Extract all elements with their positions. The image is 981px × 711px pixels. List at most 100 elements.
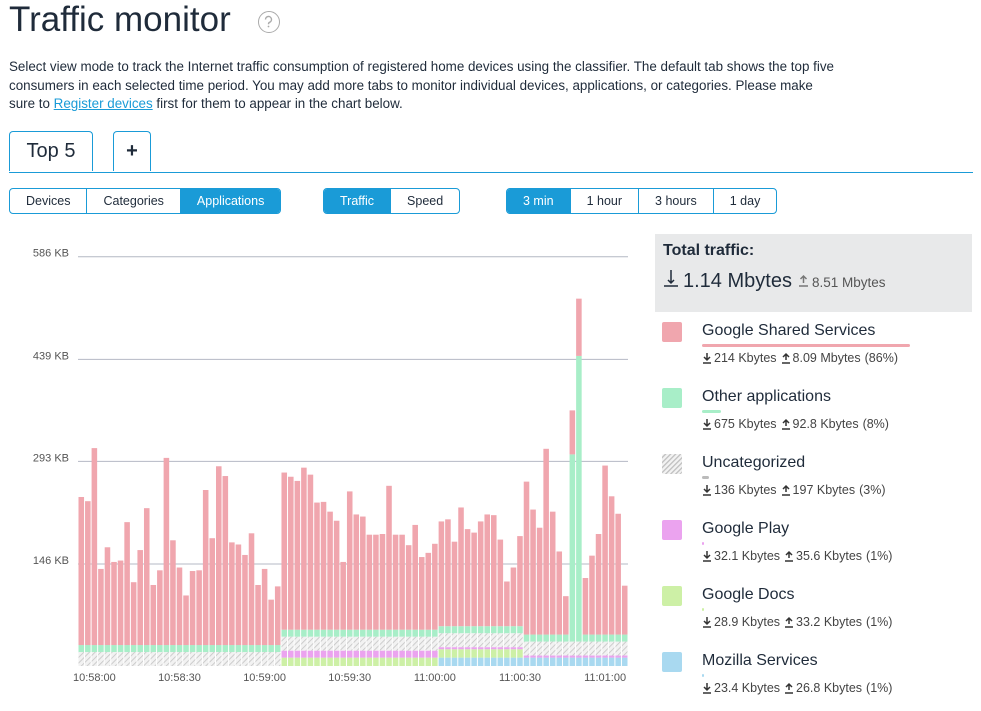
bar-segment [170,652,176,666]
bar-segment [170,540,176,646]
bar-segment [510,647,517,650]
bar-segment [98,652,104,666]
intro: Select view mode to track the Internet t… [9,58,839,114]
bar-segment [333,650,340,658]
bar-segment [248,652,255,666]
bar-segment [458,649,464,658]
toggle-button[interactable]: Traffic [324,189,391,213]
bar-segment [504,649,510,658]
y-tick-label: 586 KB [33,248,69,260]
share-bar [702,410,722,413]
arrow-icon [703,419,711,430]
arrow [785,682,794,694]
bar-segment [576,298,582,356]
tab[interactable]: Top 5 [9,131,93,171]
bar-segment [78,652,85,666]
bar-segment [163,652,170,666]
arrow-icon [664,270,678,287]
bar-segment [307,650,314,658]
bar-segment [451,657,458,666]
bar-segment [274,586,281,646]
bar-segment [458,633,464,648]
bar-segment [235,544,242,646]
toggle-button[interactable]: 1 day [712,189,777,213]
bar-segment [124,522,130,646]
bar-segment [386,629,392,637]
bar-segment [445,649,451,658]
bar-segment [621,634,628,642]
bar-segment [157,652,163,666]
down-value: 214 Kbytes [714,351,777,365]
arrow [703,353,711,364]
intro-text: Select view mode to track the Internet t… [9,59,834,111]
bar-segment [484,647,490,650]
bar-segment [451,647,458,650]
bar-segment [569,410,576,455]
bar-segment [255,645,261,653]
x-tick-label: 11:00:00 [414,672,456,684]
share-label: (1%) [866,681,893,695]
bar-segment [229,542,235,646]
total-up: 8.51 Mbytes [811,275,886,290]
bar-segment [392,629,399,637]
bar-segment [360,516,366,630]
total-title: Total traffic: [663,242,755,259]
bar-segment [589,555,595,635]
bar-segment [451,649,458,658]
share-label: (86%) [864,351,898,365]
view-mode-group: Devices Categories Applications [9,188,282,214]
bar-segment [477,647,484,650]
chart: 146 KB 293 KB 439 KB 586 KB 10:58:00 10:58:30… [33,248,628,684]
bar-segment [78,496,85,646]
bar-segment [91,652,98,666]
bar-segment [91,448,98,646]
toggle-button[interactable]: Devices [26,194,71,208]
bar-segment [216,466,222,646]
bar-segment [392,657,399,666]
bar-segment [143,508,150,646]
toggle-button[interactable]: Categories [86,189,179,213]
bar-segment [608,655,615,658]
bar-segment [104,547,111,646]
bar-segment [281,636,288,651]
bar-segment [491,515,497,627]
bar-segment [294,657,301,666]
intro-text: first for them to appear in the chart be… [152,96,403,111]
bar-segment [576,641,582,656]
bar-segment [196,645,202,653]
bar-segment [143,645,150,653]
page-title: Traffic monitor [9,0,231,39]
bar-segment [288,636,294,651]
bar-segment [471,649,477,658]
bar-segment [124,645,130,653]
bar-segment [78,645,85,653]
toggle-button[interactable]: 1 hour [569,189,638,213]
bar-segment [333,657,340,666]
tab[interactable]: + [113,131,151,171]
bar-segment [471,633,477,648]
bar-segment [209,652,215,666]
help-icon[interactable] [258,11,280,33]
register-link[interactable]: Register devices [53,96,153,111]
legend-stats: 136 Kbytes 197 Kbytes (3%) [702,483,886,497]
toggle-button[interactable]: Applications [179,189,281,213]
bar-segment [549,657,556,666]
bar-segment [222,652,229,666]
bar-segment [602,655,608,658]
share-label: (3%) [859,483,886,497]
bar-segment [274,645,281,653]
bar-segment [510,626,517,634]
bar-segment [124,652,130,666]
toggle-button[interactable]: 3 min [507,189,570,213]
toggle-button[interactable]: Speed [390,189,459,213]
bar-segment [373,636,379,651]
bar-segment [510,567,517,627]
bar-segment [517,536,523,627]
bar-segment [497,647,504,650]
legend-swatch [662,454,682,474]
bar-segment [517,626,523,634]
bar-segment [327,650,333,658]
toggle-button[interactable]: 3 hours [638,189,713,213]
bar-segment [405,657,412,666]
